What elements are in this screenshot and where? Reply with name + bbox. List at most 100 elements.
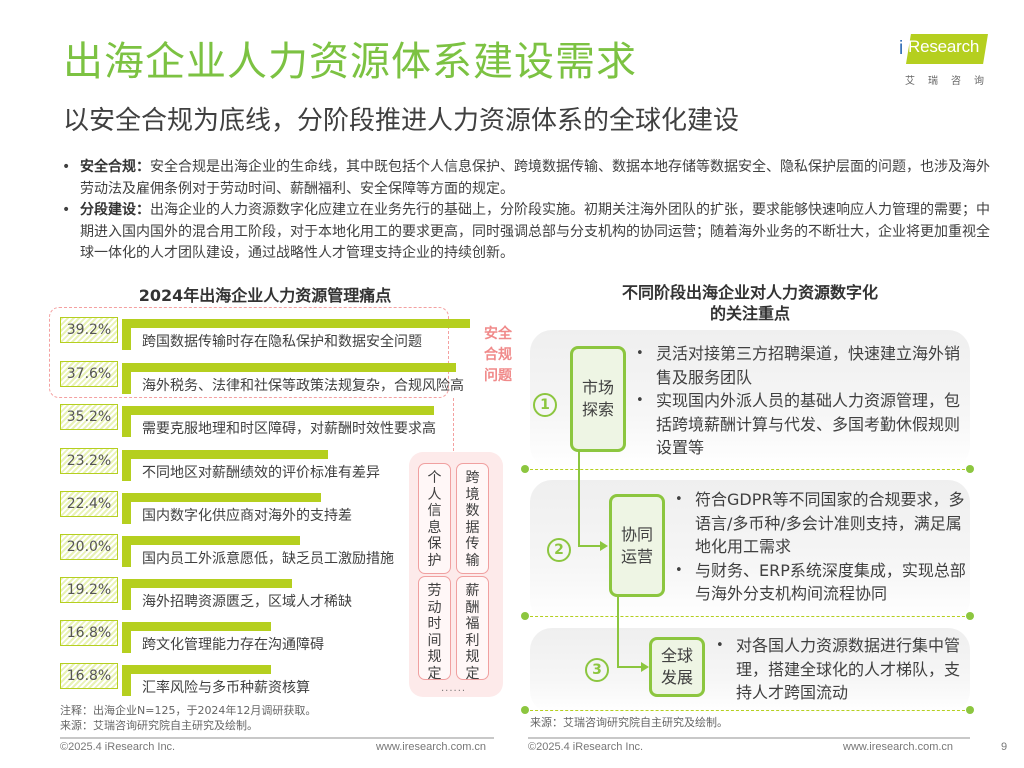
stage-3-number: 3 [585, 658, 609, 682]
stage-name: 全球 [660, 646, 693, 665]
category-label: 国内数字化供应商对海外的支持差 [142, 508, 352, 524]
connector-line [578, 452, 580, 546]
arrow-icon [600, 541, 608, 551]
dashed-connector [453, 398, 454, 451]
bar-notch [131, 502, 145, 512]
intro-bullets: 安全合规：安全合规是出海企业的生命线，其中既包括个人信息保护、跨境数据传输、数据… [60, 157, 1000, 265]
bullet-text: 出海企业的人力资源数字化应建立在业务先行的基础上，分阶段实施。初期关注海外团队的… [80, 202, 990, 261]
tag-cross-border-data: 跨境数据传输 [456, 463, 489, 574]
chart-note: 注释：出海企业N=125，于2024年12月调研获取。 来源：艾瑞咨询研究院自主… [60, 703, 316, 733]
right-source: 来源：艾瑞咨询研究院自主研究及绘制。 [530, 716, 728, 729]
bar [122, 579, 292, 588]
stages-title-line2: 的关注重点 [709, 304, 790, 323]
stage-2-box: 协同 运营 [609, 494, 665, 597]
stage-1-number: 1 [533, 393, 557, 417]
page-title: 出海企业人力资源体系建设需求 [63, 39, 637, 85]
category-label: 跨文化管理能力存在沟通障碍 [142, 637, 324, 653]
bar-side [122, 579, 131, 610]
footer-divider [60, 737, 494, 739]
stage-separator [521, 612, 974, 620]
tag-compensation: 薪酬福利规定 [456, 576, 489, 682]
value-label: 23.2% [60, 448, 118, 474]
bar [122, 450, 328, 459]
stage-separator [521, 465, 974, 473]
bar [122, 622, 271, 631]
bar-side [122, 536, 131, 567]
bar-side [122, 622, 131, 653]
bar-side [122, 493, 131, 524]
stage-1-points: 灵活对接第三方招聘渠道，快速建立海外销售及服务团队 实现国内外派人员的基础人力资… [632, 342, 962, 460]
compliance-highlight-frame [49, 307, 449, 398]
tag-personal-info: 个人信息保护 [418, 463, 451, 574]
category-label: 国内员工外派意愿低，缺乏员工激励措施 [142, 551, 394, 567]
category-label: 海外招聘资源匮乏，区域人才稀缺 [142, 594, 352, 610]
bar-notch [131, 674, 145, 684]
footer-copyright: ©2025.4 iResearch Inc. [528, 741, 644, 753]
stage-separator [521, 706, 974, 714]
bullet-bold: 分段建设： [80, 202, 150, 218]
stage-3-points: 对各国人力资源数据进行集中管理，搭建全球化的人才梯队，支持人才跨国流动 [712, 634, 964, 705]
value-label: 19.2% [60, 577, 118, 603]
bar [122, 406, 434, 415]
bar-notch [131, 588, 145, 598]
stage-3-box: 全球 发展 [649, 637, 705, 697]
stage-point: 符合GDPR等不同国家的合规要求，多语言/多币种/多会计准则支持，满足属地化用工… [671, 488, 971, 559]
logo-cn: 艾瑞咨询 [905, 76, 997, 87]
bar [122, 363, 456, 372]
stage-2-points: 符合GDPR等不同国家的合规要求，多语言/多币种/多会计准则支持，满足属地化用工… [671, 488, 971, 606]
value-label: 22.4% [60, 491, 118, 517]
stage-point: 实现国内外派人员的基础人力资源管理，包括跨境薪酬计算与代发、多国考勤休假规则设置… [632, 389, 962, 460]
connector-line [578, 545, 600, 547]
footer-url: www.iresearch.com.cn [376, 741, 487, 753]
stages-title-line1: 不同阶段出海企业对人力资源数字化 [621, 283, 878, 302]
bar [122, 319, 470, 328]
category-label: 需要克服地理和时区障碍，对薪酬时效性要求高 [142, 421, 436, 437]
bar [122, 665, 271, 674]
value-label: 37.6% [60, 361, 118, 387]
iresearch-logo: i Research 艾瑞咨询 [896, 30, 996, 90]
value-label: 39.2% [60, 317, 118, 343]
bar-notch [131, 545, 145, 555]
bar [122, 536, 300, 545]
note-text: 注释：出海企业N=125，于2024年12月调研获取。 [60, 704, 317, 717]
stage-name: 协同 [620, 524, 653, 544]
value-label: 35.2% [60, 404, 118, 430]
arrow-icon [641, 662, 649, 672]
stage-point: 与财务、ERP系统深度集成，实现总部与海外分支机构间流程协同 [671, 559, 971, 606]
page-number: 9 [1001, 741, 1008, 753]
bar-notch [131, 459, 145, 469]
connector-line [617, 595, 619, 667]
bar-notch [131, 372, 145, 382]
value-label: 16.8% [60, 620, 118, 646]
stage-point: 对各国人力资源数据进行集中管理，搭建全球化的人才梯队，支持人才跨国流动 [712, 634, 964, 705]
value-label: 16.8% [60, 663, 118, 689]
bar-side [122, 319, 131, 350]
bullet-compliance: 安全合规：安全合规是出海企业的生命线，其中既包括个人信息保护、跨境数据传输、数据… [60, 157, 1000, 200]
category-label: 汇率风险与多币种薪资核算 [142, 680, 310, 696]
bullet-text: 安全合规是出海企业的生命线，其中既包括个人信息保护、跨境数据传输、数据本地存储等… [80, 159, 990, 197]
bullet-phased: 分段建设：出海企业的人力资源数字化应建立在业务先行的基础上，分阶段实施。初期关注… [60, 200, 1000, 265]
stage-2-number: 2 [547, 538, 571, 562]
stage-name: 发展 [660, 668, 693, 687]
bar [122, 493, 321, 502]
bar-side [122, 450, 131, 481]
bar-notch [131, 415, 145, 425]
bullet-bold: 安全合规： [80, 159, 150, 175]
logo-block [906, 34, 988, 64]
footer-copyright: ©2025.4 iResearch Inc. [60, 741, 176, 753]
stage-point: 灵活对接第三方招聘渠道，快速建立海外销售及服务团队 [632, 342, 962, 389]
tags-more: ...... [441, 683, 467, 694]
bar-notch [131, 328, 145, 338]
connector-line [617, 666, 641, 668]
category-label: 跨国数据传输时存在隐私保护和数据安全问题 [142, 334, 422, 350]
tag-working-hours: 劳动时间规定 [418, 576, 451, 682]
stage-name: 探索 [581, 400, 614, 419]
chart-title: 2024年出海企业人力资源管理痛点 [138, 286, 392, 305]
logo-word: Research [908, 37, 980, 56]
stages-title: 不同阶段出海企业对人力资源数字化 的关注重点 [555, 282, 945, 324]
footer-divider [528, 737, 970, 739]
source-text: 来源：艾瑞咨询研究院自主研究及绘制。 [60, 719, 258, 732]
category-label: 海外税务、法律和社保等政策法规复杂，合规风险高 [142, 378, 464, 394]
compliance-label: 安全 合规 问题 [484, 326, 512, 384]
category-label: 不同地区对薪酬绩效的评价标准有差异 [142, 465, 380, 481]
